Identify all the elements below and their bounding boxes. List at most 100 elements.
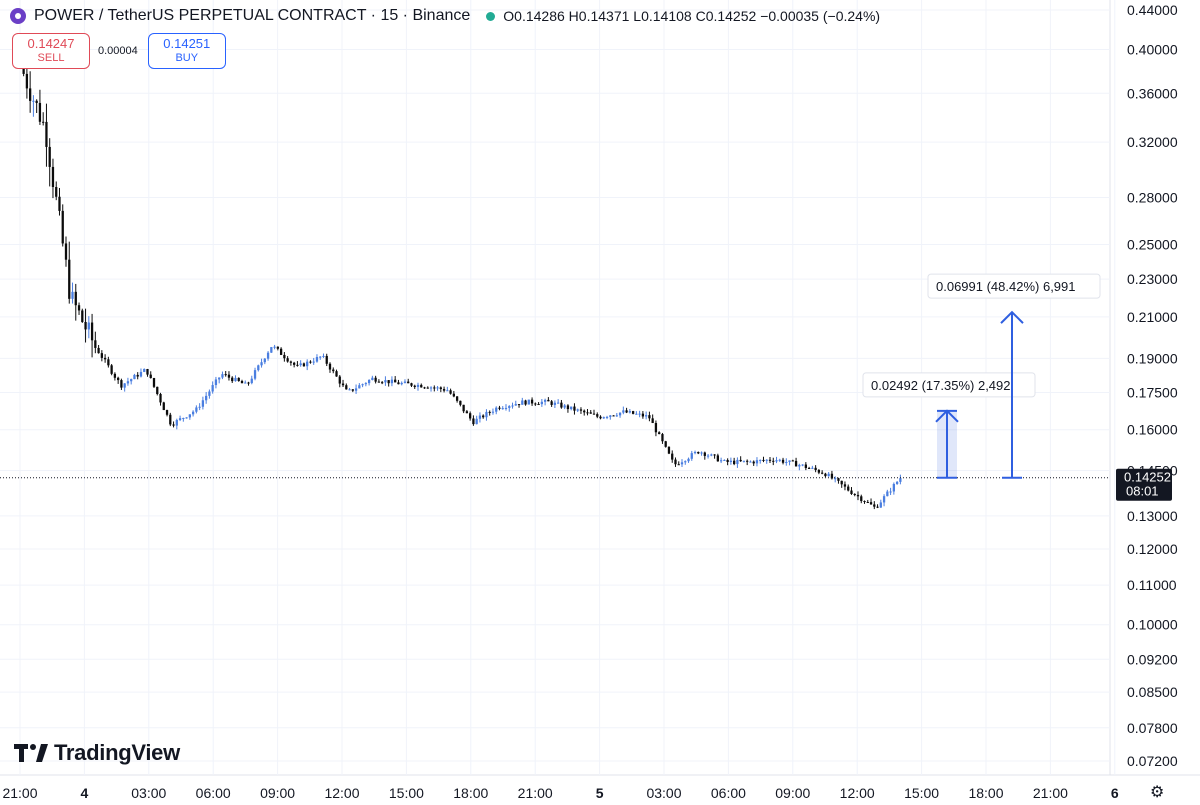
candle-down [664, 441, 667, 447]
candle-down [752, 461, 755, 464]
candle-down [165, 410, 169, 415]
candle-down [853, 494, 856, 496]
candle-up [765, 459, 768, 461]
candle-up [175, 420, 178, 426]
x-tick-label: 12:00 [840, 785, 875, 801]
candle-down [452, 393, 455, 397]
candle-down [103, 357, 107, 360]
candle-up [139, 371, 143, 377]
candle-down [550, 401, 553, 405]
candle-down [807, 467, 811, 469]
candle-up [491, 411, 495, 413]
candle-down [152, 378, 156, 387]
gear-icon[interactable]: ⚙ [1150, 784, 1165, 801]
candle-up [557, 402, 560, 404]
candle-up [736, 459, 739, 465]
candle-up [123, 383, 126, 388]
y-tick-label: 0.07200 [1127, 753, 1178, 769]
measure-arrow-head [1000, 310, 1024, 324]
candle-down [247, 382, 250, 384]
candle-down [84, 321, 87, 330]
candle-up [133, 374, 136, 380]
candle-up [130, 379, 133, 382]
candle-down [830, 473, 834, 479]
candle-up [723, 459, 726, 461]
candle-up [475, 418, 478, 425]
candle-up [706, 455, 710, 457]
ohlc-values: O0.14286 H0.14371 L0.14108 C0.14252 −0.0… [503, 8, 880, 24]
candle-down [866, 502, 869, 504]
candle-down [377, 381, 381, 383]
candle-down [338, 376, 341, 384]
candle-down [733, 460, 736, 465]
candle-down [648, 415, 651, 419]
candle-down [592, 413, 596, 415]
x-tick-label: 6 [1111, 785, 1119, 801]
candle-down [455, 396, 459, 401]
symbol-title[interactable]: POWER / TetherUS PERPETUAL CONTRACT · 15… [34, 7, 471, 24]
candle-up [609, 415, 612, 417]
buy-button[interactable]: 0.14251 BUY [147, 33, 226, 69]
measure-label-box [927, 273, 1101, 299]
tradingview-logo[interactable]: TradingView [14, 740, 180, 766]
candle-down [534, 403, 537, 405]
candle-series [22, 54, 902, 510]
candle-down [863, 501, 866, 503]
candle-up [501, 408, 504, 410]
candle-up [257, 365, 260, 371]
candle-up [892, 483, 895, 492]
candle-up [178, 418, 182, 421]
candle-up [759, 459, 762, 461]
candle-down [804, 464, 807, 468]
measure-label-box [862, 372, 1036, 398]
candle-down [599, 416, 602, 419]
candle-down [589, 412, 592, 414]
candle-down [423, 387, 426, 389]
candle-up [553, 402, 557, 405]
candle-up [495, 407, 498, 412]
candle-down [530, 399, 534, 404]
ohlc-change: −0.00035 (−0.24%) [760, 8, 881, 24]
candle-down [279, 348, 283, 355]
candle-down [824, 473, 827, 477]
candle-up [882, 496, 886, 503]
candle-up [511, 405, 514, 407]
candle-down [781, 459, 785, 463]
candle-down [276, 346, 279, 349]
candle-down [149, 374, 152, 379]
candle-down [345, 385, 348, 390]
x-tick-label: 21:00 [2, 785, 37, 801]
candle-down [35, 100, 38, 103]
candle-down [469, 413, 472, 419]
candle-up [218, 377, 221, 380]
candle-down [794, 460, 798, 467]
candle-down [136, 374, 139, 377]
measure-label: 0.02492 (17.35%) 2,492 [871, 378, 1011, 393]
candle-up [602, 417, 605, 419]
candle-down [547, 399, 550, 402]
candle-up [834, 478, 837, 480]
candle-up [540, 401, 543, 405]
candle-up [214, 379, 218, 386]
y-tick-label: 0.28000 [1127, 190, 1178, 206]
candle-down [843, 484, 847, 487]
candle-down [658, 432, 661, 435]
candle-up [778, 459, 781, 461]
candle-up [244, 382, 247, 384]
candle-down [462, 404, 465, 412]
candle-down [381, 382, 384, 384]
candle-down [289, 361, 293, 363]
candle-up [801, 464, 804, 466]
y-tick-label: 0.25000 [1127, 237, 1178, 253]
candle-down [847, 486, 850, 491]
candle-down [876, 506, 879, 508]
candle-down [791, 460, 794, 462]
candle-down [240, 380, 244, 384]
candle-down [64, 243, 68, 260]
sell-button[interactable]: 0.14247 SELL [12, 33, 90, 69]
market-status-icon [486, 11, 496, 21]
candle-down [472, 418, 475, 425]
candle-up [299, 363, 302, 366]
candle-up [755, 460, 759, 464]
